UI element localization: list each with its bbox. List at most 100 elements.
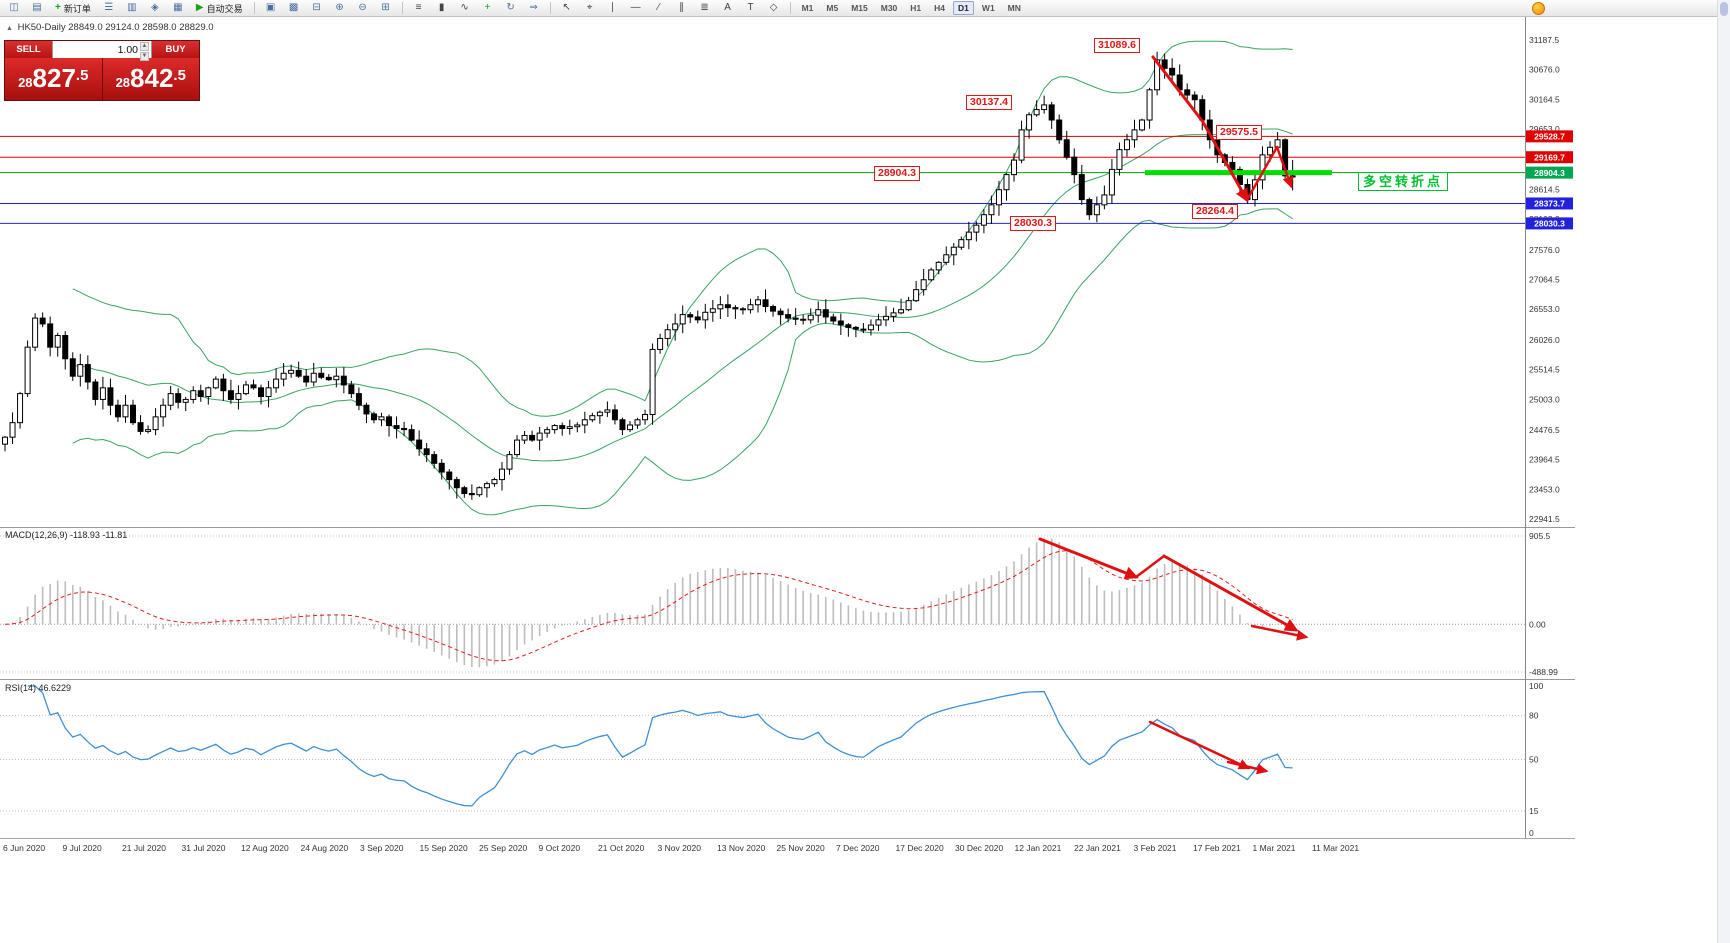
- timeframe-m15[interactable]: M15: [851, 3, 868, 13]
- ask-pip-digit: .5: [173, 67, 186, 84]
- toolbar-separator: [253, 2, 255, 14]
- crosshair-icon[interactable]: ⌖: [586, 2, 593, 13]
- notification-icon[interactable]: [1532, 2, 1545, 15]
- fibonacci-icon[interactable]: ≣: [700, 2, 709, 13]
- svg-text:25514.5: 25514.5: [1529, 365, 1560, 375]
- label-icon[interactable]: T: [747, 2, 754, 13]
- ask-price[interactable]: 28 842 .5: [102, 58, 199, 100]
- charts-icon[interactable]: ◫: [9, 2, 19, 13]
- market-watch-icon[interactable]: ☰: [104, 2, 114, 13]
- bar-chart-icon[interactable]: ≡: [415, 2, 422, 13]
- text-icon[interactable]: A: [724, 2, 731, 13]
- sell-button[interactable]: SELL: [5, 41, 52, 58]
- svg-text:28614.5: 28614.5: [1529, 184, 1560, 194]
- horizontal-line-icon[interactable]: ―: [630, 2, 641, 13]
- timeframe-m5[interactable]: M5: [826, 3, 839, 13]
- volume-value: 1.00: [117, 43, 138, 56]
- svg-text:-488.99: -488.99: [1529, 667, 1558, 677]
- chart-symbol-icon: ▲: [6, 25, 13, 32]
- timeframe-h1[interactable]: H1: [910, 3, 922, 13]
- buy-button[interactable]: BUY: [152, 41, 199, 58]
- timeframe-h4[interactable]: H4: [934, 3, 946, 13]
- svg-text:23453.0: 23453.0: [1529, 484, 1560, 494]
- line-chart-icon[interactable]: ∿: [460, 2, 469, 13]
- autoscroll-icon[interactable]: ↻: [506, 2, 515, 13]
- volume-field[interactable]: 1.00 ▲ ▼: [52, 41, 152, 61]
- timeframe-w1[interactable]: W1: [981, 3, 995, 13]
- zoom-out-icon[interactable]: ⊖: [358, 2, 367, 13]
- time-axis[interactable]: 6 Jun 2020 9 Jul 2020 21 Jul 2020 31 Jul 20…: [0, 838, 1575, 858]
- chart-title: ▲ HK50-Daily 28849.0 29124.0 28598.0 288…: [6, 22, 214, 33]
- svg-text:28904.3: 28904.3: [1534, 168, 1565, 178]
- date-label: 7 Dec 2020: [836, 843, 880, 853]
- date-label: 11 Mar 2021: [1312, 843, 1360, 853]
- macd-indicator-panel[interactable]: 905.5 0.00 -488.99: [0, 527, 1575, 679]
- timeframe-d1[interactable]: D1: [953, 1, 974, 15]
- auto-trading-button[interactable]: ▶ 自动交易: [190, 0, 249, 16]
- toolbar-separator: [789, 2, 791, 14]
- main-price-chart[interactable]: 31187.530676.030164.529653.029141.528614…: [0, 17, 1575, 527]
- rsi-indicator-panel[interactable]: 100 80 50 15 0: [0, 679, 1575, 838]
- date-label: 6 Jun 2020: [3, 843, 46, 853]
- indicators-icon[interactable]: +: [484, 2, 491, 13]
- date-label: 25 Nov 2020: [776, 843, 825, 853]
- auto-trading-button-label: 自动交易: [206, 3, 243, 14]
- volume-spinner[interactable]: ▲ ▼: [140, 42, 149, 61]
- svg-text:27576.0: 27576.0: [1529, 245, 1560, 255]
- cascade-windows-icon[interactable]: ▩: [288, 2, 299, 13]
- vertical-line-icon[interactable]: ∣: [610, 2, 616, 13]
- svg-text:23964.5: 23964.5: [1529, 455, 1560, 465]
- bid-small-digits: 28: [18, 75, 33, 90]
- date-label: 3 Nov 2020: [657, 843, 701, 853]
- rsi-label: RSI(14) 46.6229: [5, 683, 72, 693]
- timeframe-m1[interactable]: M1: [801, 3, 814, 13]
- date-label: 17 Dec 2020: [895, 843, 944, 853]
- grid-icon[interactable]: ⊞: [381, 2, 390, 13]
- date-label: 12 Jan 2021: [1014, 843, 1062, 853]
- timeframe-m30[interactable]: M30: [880, 3, 898, 13]
- new-order-button[interactable]: + 新订单: [49, 0, 97, 16]
- svg-text:100: 100: [1529, 681, 1543, 691]
- svg-text:26553.0: 26553.0: [1529, 304, 1560, 314]
- ask-small-digits: 28: [115, 75, 131, 90]
- svg-text:0.00: 0.00: [1529, 619, 1546, 629]
- svg-text:29528.7: 29528.7: [1534, 132, 1565, 142]
- toolbar-separator: [549, 2, 551, 14]
- date-label: 12 Aug 2020: [241, 843, 289, 853]
- bid-pip-digit: .5: [75, 67, 89, 84]
- svg-text:29169.7: 29169.7: [1534, 152, 1565, 162]
- cursor-icon[interactable]: ↖: [562, 2, 571, 13]
- chart-shift-icon[interactable]: ⇒: [529, 2, 538, 13]
- timeframe-mn[interactable]: MN: [1007, 3, 1021, 13]
- terminal-icon[interactable]: ▦: [173, 2, 183, 13]
- arrange-windows-icon[interactable]: ⊟: [312, 2, 321, 13]
- date-label: 22 Jan 2021: [1074, 843, 1121, 853]
- navigator-icon[interactable]: ◈: [151, 2, 159, 13]
- svg-text:30676.0: 30676.0: [1529, 65, 1560, 75]
- svg-text:22941.5: 22941.5: [1529, 514, 1560, 524]
- candlestick-chart-icon[interactable]: ▮: [438, 2, 445, 13]
- date-label: 24 Aug 2020: [300, 843, 349, 853]
- svg-text:80: 80: [1529, 710, 1539, 720]
- zoom-in-icon[interactable]: ⊕: [335, 2, 344, 13]
- svg-text:24476.5: 24476.5: [1529, 425, 1560, 435]
- auto-trading-button-icon: ▶: [195, 2, 204, 13]
- bid-price[interactable]: 28 827 .5: [5, 58, 103, 100]
- svg-text:905.5: 905.5: [1529, 531, 1551, 541]
- date-label: 21 Oct 2020: [598, 843, 645, 853]
- symbol-period-label: HK50-Daily: [17, 22, 66, 33]
- bid-big-digits: 827: [32, 63, 76, 93]
- date-label: 3 Feb 2021: [1133, 843, 1177, 853]
- page-scrollbar[interactable]: [1717, 0, 1730, 943]
- ohlc-values: 28849.0 29124.0 28598.0 28829.0: [68, 22, 214, 33]
- shapes-icon[interactable]: ◇: [769, 2, 778, 13]
- scrollbar-thumb[interactable]: [1720, 2, 1728, 16]
- channel-icon[interactable]: ∥: [679, 2, 685, 13]
- toolbar-separator: [401, 2, 403, 14]
- data-window-icon[interactable]: ▥: [127, 2, 137, 13]
- tile-windows-icon[interactable]: ▣: [265, 2, 276, 13]
- svg-text:27064.5: 27064.5: [1529, 275, 1560, 285]
- tick-chart-icon[interactable]: ▤: [32, 2, 42, 13]
- trendline-icon[interactable]: ∕: [657, 2, 660, 13]
- svg-text:30164.5: 30164.5: [1529, 94, 1560, 104]
